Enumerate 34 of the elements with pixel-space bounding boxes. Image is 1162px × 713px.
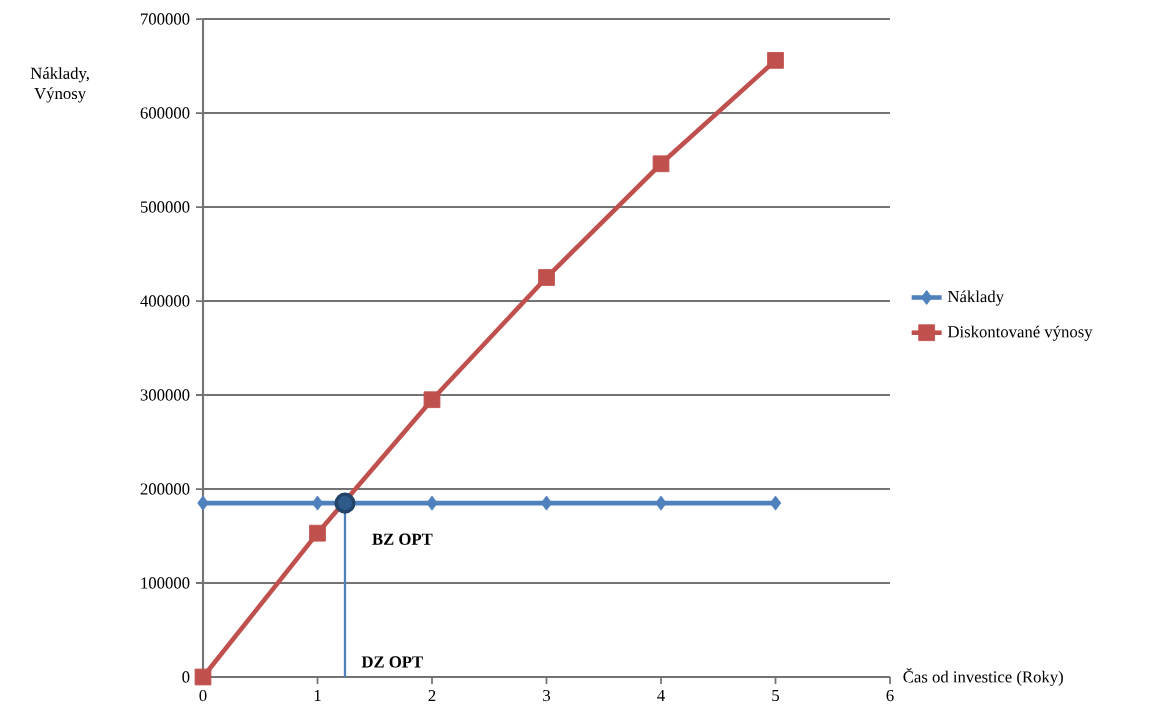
x-tick-label: 4 <box>657 689 665 701</box>
x-tick-label: 2 <box>428 689 436 701</box>
x-axis-title: Čas od investice (Roky) <box>903 668 1063 686</box>
point <box>197 495 209 511</box>
point <box>538 269 555 286</box>
x-tick-label: 5 <box>772 689 780 702</box>
point <box>655 495 667 511</box>
y-tick-label: 0 <box>182 671 190 683</box>
point <box>334 492 356 514</box>
y-tick-label: 100000 <box>141 577 190 589</box>
y-tick-label: 600000 <box>140 107 190 119</box>
x-tick-label: 6 <box>886 689 894 702</box>
point <box>311 495 324 511</box>
y-tick-label: 500000 <box>140 201 190 213</box>
y-tick-label: 300000 <box>140 389 190 401</box>
ref-line-label: DZ OPT <box>361 656 423 668</box>
y-tick-label: 400000 <box>140 295 190 307</box>
y-tick-label: 700000 <box>141 13 190 25</box>
point <box>423 391 441 409</box>
point <box>652 155 670 173</box>
legend-label: Náklady <box>947 290 1004 306</box>
x-tick-label: 1 <box>314 689 321 701</box>
x-tick-label: 3 <box>543 689 551 702</box>
legend-label: Diskontované výnosy <box>947 325 1093 341</box>
point <box>540 495 553 511</box>
annotation: BZ OPT <box>372 533 433 545</box>
y-axis-title: Náklady, Výnosy <box>30 67 89 103</box>
point <box>767 52 784 69</box>
point <box>309 524 326 542</box>
point <box>426 495 438 511</box>
point <box>194 668 212 686</box>
x-tick-label: 0 <box>199 689 207 702</box>
point <box>769 495 782 511</box>
y-tick-label: 200000 <box>140 483 190 495</box>
